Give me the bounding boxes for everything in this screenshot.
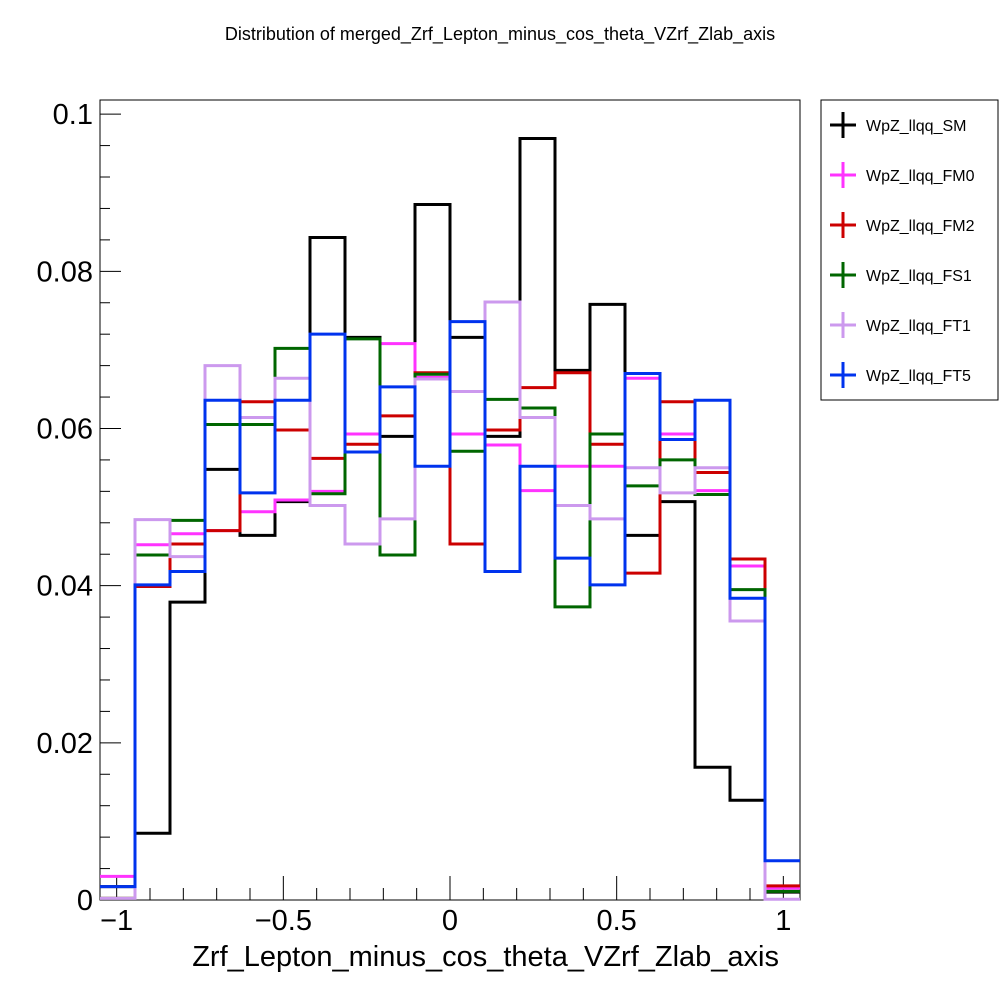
legend-label: WpZ_llqq_FS1	[866, 268, 972, 285]
x-tick-label: 0	[442, 905, 458, 937]
legend-entry-wpz-llqq-sm: WpZ_llqq_SM	[830, 112, 966, 138]
x-axis-label: Zrf_Lepton_minus_cos_theta_VZrf_Zlab_axi…	[192, 941, 779, 973]
legend-label: WpZ_llqq_FT1	[866, 318, 971, 335]
legend-label: WpZ_llqq_SM	[866, 118, 966, 135]
y-tick-label: 0.04	[37, 571, 93, 603]
x-tick-label: 0.5	[597, 905, 637, 937]
legend-entry-wpz-llqq-fm2: WpZ_llqq_FM2	[830, 212, 975, 238]
legend-entry-wpz-llqq-ft5: WpZ_llqq_FT5	[830, 362, 971, 388]
series-line-wpz-llqq-ft5	[100, 320, 800, 889]
legend-box	[820, 99, 999, 401]
legend-entry-wpz-llqq-fm0: WpZ_llqq_FM0	[830, 162, 975, 188]
chart-title: Distribution of merged_Zrf_Lepton_minus_…	[225, 24, 775, 45]
x-tick-label: −1	[100, 905, 133, 937]
y-tick-label: 0.02	[37, 728, 93, 760]
legend-label: WpZ_llqq_FT5	[866, 368, 971, 385]
x-tick-label: 1	[775, 905, 791, 937]
y-tick-label: 0.1	[53, 99, 93, 131]
series-line-wpz-llqq-sm	[100, 137, 800, 894]
y-tick-label: 0.06	[37, 413, 93, 445]
x-tick-label: −0.5	[255, 905, 312, 937]
legend-entry-wpz-llqq-fs1: WpZ_llqq_FS1	[830, 262, 972, 288]
legend-label: WpZ_llqq_FM0	[866, 168, 975, 185]
y-tick-label: 0.08	[37, 256, 93, 288]
legend-entry-wpz-llqq-ft1: WpZ_llqq_FT1	[830, 312, 971, 338]
y-tick-label: 0	[77, 885, 93, 917]
legend-label: WpZ_llqq_FM2	[866, 218, 975, 235]
